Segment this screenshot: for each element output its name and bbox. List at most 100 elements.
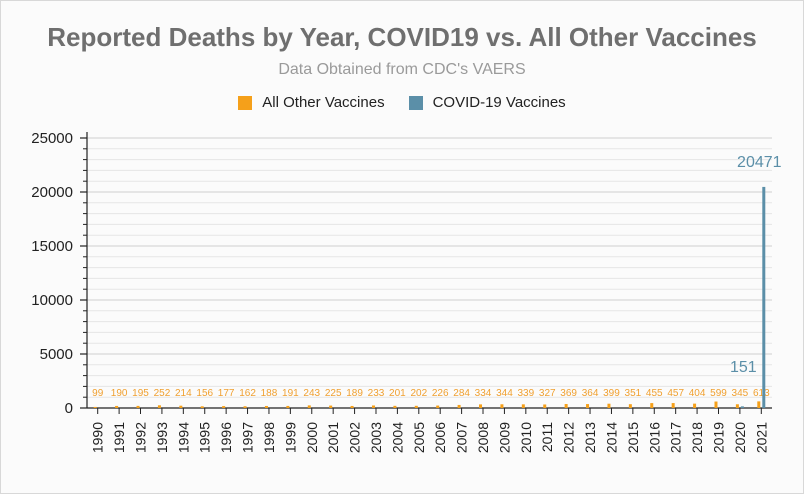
- data-label-other-vaccines: 344: [496, 388, 513, 399]
- x-tick-label: 2006: [432, 422, 448, 453]
- x-tick-label: 2015: [625, 422, 641, 453]
- data-label-other-vaccines: 369: [560, 388, 577, 399]
- bar-other-vaccines: [179, 405, 183, 408]
- y-tick-label: 5000: [40, 346, 73, 363]
- bar-other-vaccines: [414, 405, 418, 408]
- bar-other-vaccines: [543, 404, 547, 408]
- x-tick-label: 2020: [732, 422, 748, 453]
- x-tick-label: 2009: [496, 422, 512, 453]
- chart-title: Reported Deaths by Year, COVID19 vs. All…: [47, 22, 757, 52]
- bar-other-vaccines: [564, 404, 568, 408]
- bar-other-vaccines: [693, 403, 697, 408]
- data-label-other-vaccines: 226: [432, 388, 449, 399]
- bar-other-vaccines: [457, 404, 461, 408]
- legend-swatch-covid-vaccines: [408, 95, 423, 110]
- data-label-other-vaccines: 455: [646, 388, 663, 399]
- legend-item-other-vaccines[interactable]: All Other Vaccines: [238, 94, 385, 111]
- bar-other-vaccines: [307, 405, 311, 408]
- x-tick-label: 1995: [197, 422, 213, 453]
- data-label-other-vaccines: 599: [710, 388, 727, 399]
- x-tick-label: 1992: [133, 422, 149, 453]
- bar-other-vaccines: [350, 405, 354, 408]
- chart-subtitle: Data Obtained from CDC's VAERS: [278, 61, 526, 78]
- data-label-other-vaccines: 457: [667, 388, 684, 399]
- bar-other-vaccines: [607, 403, 611, 408]
- bar-other-vaccines: [757, 401, 761, 408]
- bar-covid-vaccines: [762, 186, 766, 408]
- x-tick-label: 2018: [689, 422, 705, 453]
- x-tick-label: 1999: [282, 422, 298, 453]
- bar-other-vaccines: [628, 404, 632, 408]
- data-label-other-vaccines: 252: [154, 388, 171, 399]
- data-label-other-vaccines: 225: [325, 388, 342, 399]
- y-tick-label: 10000: [31, 292, 73, 309]
- data-label-other-vaccines: 177: [218, 388, 235, 399]
- y-tick-label: 20000: [31, 184, 73, 201]
- bar-other-vaccines: [586, 404, 590, 408]
- bar-other-vaccines: [479, 404, 483, 408]
- x-tick-label: 2001: [325, 422, 341, 453]
- bar-other-vaccines: [243, 406, 247, 408]
- bar-other-vaccines: [329, 405, 333, 408]
- legend-label-other-vaccines: All Other Vaccines: [262, 94, 385, 111]
- x-tick-label: 2004: [389, 422, 405, 453]
- x-tick-label: 2002: [347, 422, 363, 453]
- bar-other-vaccines: [436, 405, 440, 408]
- bar-other-vaccines: [136, 405, 140, 408]
- bar-other-vaccines: [735, 404, 739, 408]
- x-tick-label: 2000: [304, 422, 320, 453]
- bar-other-vaccines: [500, 404, 504, 408]
- x-tick-label: 2021: [753, 422, 769, 453]
- data-label-other-vaccines: 188: [261, 388, 278, 399]
- data-label-other-vaccines: 399: [603, 388, 620, 399]
- y-tick-label: 25000: [31, 130, 73, 147]
- x-tick-label: 1990: [90, 422, 106, 453]
- chart-legend: All Other Vaccines COVID-19 Vaccines: [0, 94, 804, 111]
- x-tick-label: 2012: [561, 422, 577, 453]
- x-tick-label: 1991: [111, 422, 127, 453]
- data-label-other-vaccines: 284: [453, 388, 470, 399]
- bar-other-vaccines: [286, 405, 290, 408]
- data-label-other-vaccines: 334: [475, 388, 492, 399]
- x-tick-label: 2014: [603, 422, 619, 453]
- x-tick-label: 2019: [710, 422, 726, 453]
- x-tick-label: 1997: [240, 422, 256, 453]
- bar-other-vaccines: [115, 405, 119, 408]
- bar-other-vaccines: [714, 401, 718, 408]
- data-label-other-vaccines: 613: [753, 388, 770, 399]
- x-tick-label: 2017: [668, 422, 684, 453]
- x-tick-label: 2010: [518, 422, 534, 453]
- x-tick-label: 2011: [539, 422, 555, 452]
- data-label-other-vaccines: 327: [539, 388, 556, 399]
- bar-other-vaccines: [264, 405, 268, 408]
- x-tick-label: 1994: [175, 422, 191, 453]
- bar-other-vaccines: [650, 403, 654, 408]
- data-label-other-vaccines: 195: [132, 388, 149, 399]
- data-label-other-vaccines: 214: [175, 388, 192, 399]
- data-label-other-vaccines: 156: [196, 388, 213, 399]
- bar-other-vaccines: [93, 406, 97, 408]
- bar-other-vaccines: [157, 405, 161, 408]
- bar-other-vaccines: [200, 406, 204, 408]
- x-tick-label: 2013: [582, 422, 598, 453]
- data-label-other-vaccines: 99: [92, 388, 104, 399]
- bar-covid-vaccines: [740, 406, 744, 408]
- data-label-other-vaccines: 351: [625, 388, 642, 399]
- legend-item-covid-vaccines[interactable]: COVID-19 Vaccines: [408, 94, 566, 111]
- x-tick-label: 1998: [261, 422, 277, 453]
- data-label-other-vaccines: 364: [582, 388, 599, 399]
- data-label-other-vaccines: 339: [517, 388, 534, 399]
- x-tick-label: 2008: [475, 422, 491, 453]
- data-label-other-vaccines: 243: [303, 388, 320, 399]
- legend-swatch-other-vaccines: [238, 95, 253, 110]
- data-label-other-vaccines: 162: [239, 388, 256, 399]
- x-tick-label: 2005: [411, 422, 427, 453]
- bar-other-vaccines: [393, 405, 397, 408]
- y-tick-label: 15000: [31, 238, 73, 255]
- data-label-covid-2021: 20471: [737, 154, 782, 171]
- legend-label-covid-vaccines: COVID-19 Vaccines: [432, 94, 566, 111]
- data-label-other-vaccines: 201: [389, 388, 406, 399]
- data-label-other-vaccines: 233: [368, 388, 385, 399]
